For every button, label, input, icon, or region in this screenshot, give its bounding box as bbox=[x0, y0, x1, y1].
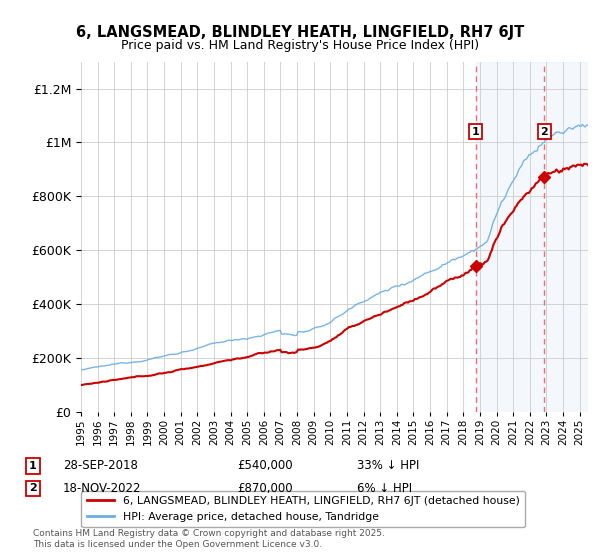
Legend: 6, LANGSMEAD, BLINDLEY HEATH, LINGFIELD, RH7 6JT (detached house), HPI: Average : 6, LANGSMEAD, BLINDLEY HEATH, LINGFIELD,… bbox=[82, 491, 525, 527]
Text: 1: 1 bbox=[472, 127, 479, 137]
Text: Contains HM Land Registry data © Crown copyright and database right 2025.
This d: Contains HM Land Registry data © Crown c… bbox=[33, 529, 385, 549]
Text: 18-NOV-2022: 18-NOV-2022 bbox=[63, 482, 142, 495]
Text: 1: 1 bbox=[29, 461, 37, 471]
Text: 2: 2 bbox=[29, 483, 37, 493]
Text: 28-SEP-2018: 28-SEP-2018 bbox=[63, 459, 138, 473]
Text: £540,000: £540,000 bbox=[237, 459, 293, 473]
Text: £870,000: £870,000 bbox=[237, 482, 293, 495]
Text: Price paid vs. HM Land Registry's House Price Index (HPI): Price paid vs. HM Land Registry's House … bbox=[121, 39, 479, 52]
Text: 6% ↓ HPI: 6% ↓ HPI bbox=[357, 482, 412, 495]
Text: 2: 2 bbox=[541, 127, 548, 137]
Text: 6, LANGSMEAD, BLINDLEY HEATH, LINGFIELD, RH7 6JT: 6, LANGSMEAD, BLINDLEY HEATH, LINGFIELD,… bbox=[76, 25, 524, 40]
Text: 33% ↓ HPI: 33% ↓ HPI bbox=[357, 459, 419, 473]
Bar bbox=[476, 62, 588, 412]
